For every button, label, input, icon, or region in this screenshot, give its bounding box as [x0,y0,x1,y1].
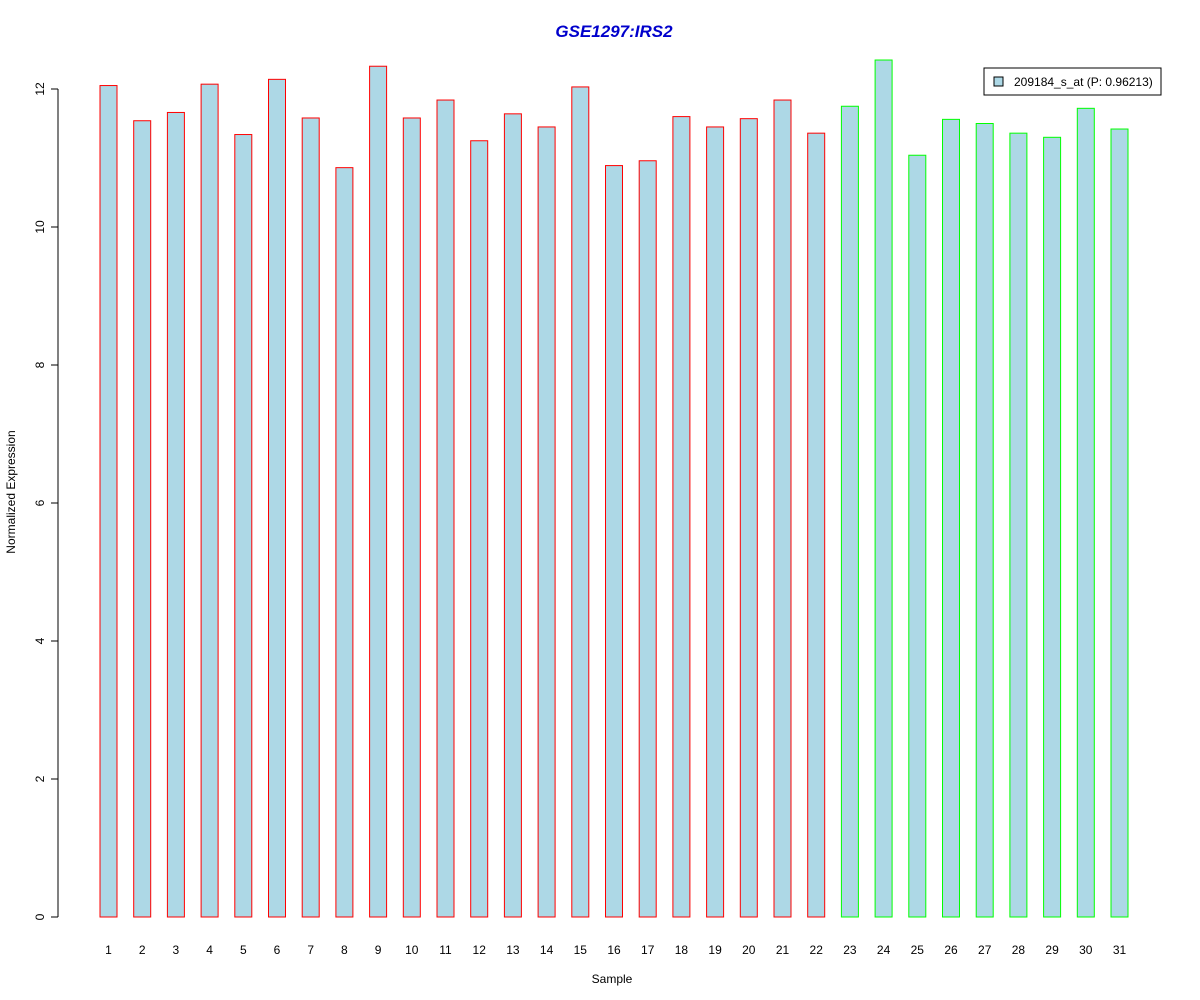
legend-swatch [993,76,1004,87]
bar-sample-29 [1043,136,1062,918]
x-tick-label: 12 [473,943,487,957]
y-tick-label: 10 [33,220,47,234]
bar-sample-25 [908,154,927,918]
bars [99,59,1129,918]
bar-sample-14 [537,126,556,918]
x-tick-label: 8 [341,943,348,957]
legend: 209184_s_at (P: 0.96213) [983,67,1162,96]
x-tick-label: 13 [506,943,520,957]
x-tick-label: 30 [1079,943,1093,957]
y-tick-label: 6 [33,499,47,506]
x-tick-label: 4 [206,943,213,957]
x-tick-label: 29 [1045,943,1059,957]
bar-sample-26 [942,118,960,918]
bar-sample-20 [739,118,758,918]
x-tick-label: 16 [607,943,621,957]
bar-sample-9 [369,65,388,918]
bar-sample-12 [470,140,489,918]
x-tick-label: 20 [742,943,756,957]
x-tick-label: 26 [944,943,958,957]
bar-sample-31 [1110,128,1129,918]
bar-sample-4 [200,83,219,918]
bar-sample-15 [571,86,590,918]
x-tick-label: 7 [307,943,314,957]
bar-sample-13 [503,113,522,918]
bar-sample-23 [840,105,859,918]
x-tick-label: 3 [173,943,180,957]
bar-sample-18 [672,116,691,918]
x-tick-label: 31 [1113,943,1127,957]
legend-box [983,67,1162,96]
bar-sample-6 [268,78,286,918]
y-tick-label: 4 [33,637,47,644]
bar-sample-11 [436,99,455,918]
x-tick-label: 2 [139,943,146,957]
bar-sample-19 [706,126,725,918]
bar-sample-22 [807,132,826,918]
x-tick-label: 6 [274,943,281,957]
bar-sample-24 [874,59,893,918]
bar-sample-28 [1009,132,1028,918]
legend-label: 209184_s_at (P: 0.96213) [1014,75,1153,89]
y-axis-label: Normalized Expression [4,430,18,553]
x-tick-label: 23 [843,943,857,957]
x-tick-label: 24 [877,943,891,957]
y-tick-label: 2 [33,775,47,782]
bar-sample-21 [773,99,792,918]
x-tick-labels: 1 2 3 4 5 6 7 8 9 10 11 12 13 14 15 16 17 18 19 20 21 22 23 24 2… [105,943,1126,957]
bar-sample-10 [402,117,421,918]
x-tick-label: 28 [1012,943,1026,957]
x-tick-label: 5 [240,943,247,957]
x-tick-label: 22 [810,943,824,957]
bar-sample-16 [605,165,623,918]
bar-sample-30 [1076,107,1095,918]
x-tick-label: 11 [439,943,452,957]
x-tick-label: 27 [978,943,992,957]
x-tick-label: 10 [405,943,419,957]
x-tick-label: 19 [708,943,722,957]
x-tick-label: 18 [675,943,689,957]
bar-sample-1 [99,85,118,918]
y-tick-label: 0 [33,913,47,920]
bar-sample-3 [166,111,185,918]
x-tick-label: 14 [540,943,554,957]
x-tick-label: 25 [911,943,925,957]
x-tick-label: 9 [375,943,382,957]
bar-sample-5 [234,134,253,918]
bar-sample-2 [133,120,152,918]
bar-sample-17 [638,160,657,918]
x-tick-label: 17 [641,943,655,957]
bar-sample-8 [335,167,354,918]
x-tick-label: 15 [574,943,588,957]
y-axis: 0 2 4 6 8 10 12 [33,82,59,920]
bar-sample-27 [975,123,994,918]
x-tick-label: 1 [105,943,112,957]
y-tick-label: 12 [33,82,47,96]
x-axis-label: Sample [592,972,633,986]
x-tick-label: 21 [776,943,790,957]
chart-title: GSE1297:IRS2 [555,22,673,41]
bar-sample-7 [301,117,320,918]
y-tick-label: 8 [33,361,47,368]
